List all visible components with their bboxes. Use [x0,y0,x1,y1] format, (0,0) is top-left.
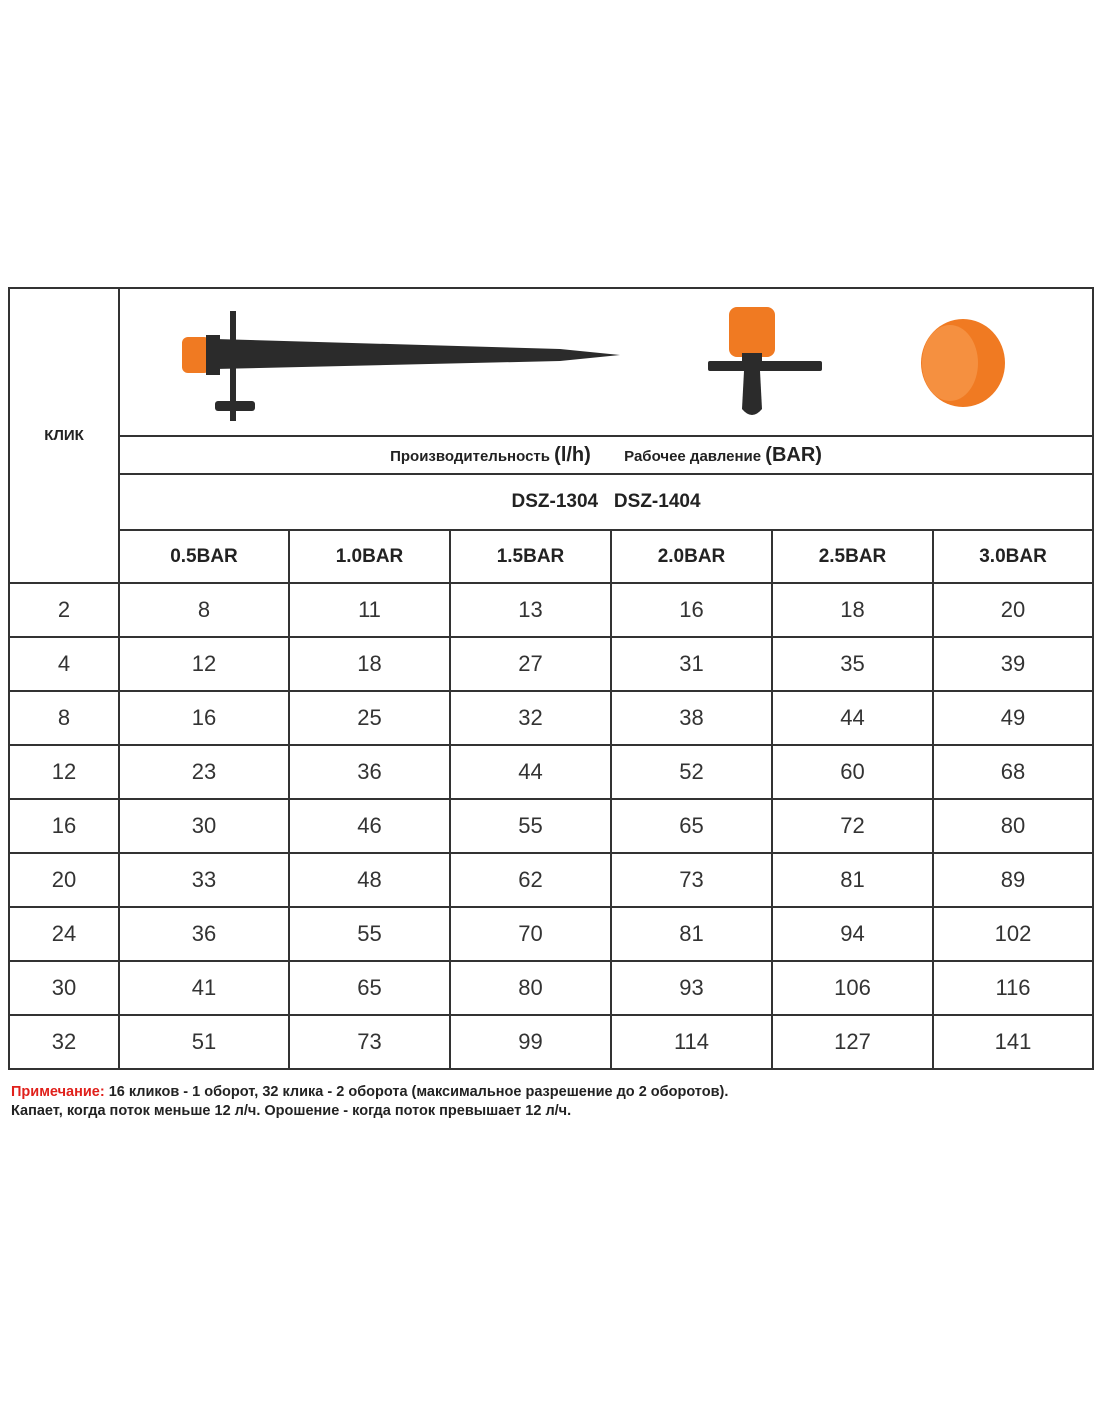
flow-value-cell: 30 [118,798,290,854]
flow-value-cell: 80 [931,798,1095,854]
pressure-column-header: 0.5BAR [118,529,290,584]
product-images [117,287,1095,437]
table-row: 8 16 25 32 38 44 49 [8,690,1095,746]
click-count-cell: 24 [8,906,120,962]
flow-value-cell: 81 [771,852,934,908]
flow-value-cell: 25 [288,690,451,746]
flow-value-cell: 51 [118,1014,290,1070]
pressure-label: Рабочее давление [624,447,762,465]
dripper-head-image [708,307,822,415]
flow-value-cell: 44 [449,744,612,800]
flow-value-cell: 106 [771,960,934,1016]
flow-value-cell: 72 [771,798,934,854]
flow-value-cell: 27 [449,636,612,692]
note-line-1: Примечание: 16 кликов - 1 оборот, 32 кли… [11,1083,728,1102]
performance-label: Производительность [390,447,550,465]
flow-value-cell: 16 [610,582,773,638]
click-count-cell: 12 [8,744,120,800]
flow-value-cell: 114 [610,1014,773,1070]
table-row: 4 12 18 27 31 35 39 [8,636,1095,692]
flow-value-cell: 55 [288,906,451,962]
table-row: 2 8 11 13 16 18 20 [8,582,1095,638]
flow-value-cell: 23 [118,744,290,800]
click-count-cell: 20 [8,852,120,908]
flow-value-cell: 94 [771,906,934,962]
flow-value-cell: 18 [288,636,451,692]
flow-value-cell: 80 [449,960,612,1016]
flow-value-cell: 35 [771,636,934,692]
flow-value-cell: 32 [449,690,612,746]
flow-value-cell: 99 [449,1014,612,1070]
click-count-cell: 30 [8,960,120,1016]
flow-value-cell: 12 [118,636,290,692]
flow-value-cell: 68 [931,744,1095,800]
flow-value-cell: 73 [610,852,773,908]
click-count-cell: 8 [8,690,120,746]
click-count-cell: 2 [8,582,120,638]
note-prefix: Примечание: [11,1084,105,1100]
flow-value-cell: 39 [931,636,1095,692]
flow-value-cell: 8 [118,582,290,638]
table-row: 12 23 36 44 52 60 68 [8,744,1095,800]
pressure-column-header: 3.0BAR [931,529,1095,584]
flow-value-cell: 89 [931,852,1095,908]
flow-value-cell: 48 [288,852,451,908]
flow-value-cell: 127 [771,1014,934,1070]
flow-value-cell: 102 [931,906,1095,962]
performance-unit: (l/h) [554,443,591,466]
flow-value-cell: 65 [288,960,451,1016]
flow-value-cell: 60 [771,744,934,800]
note-line-2: Капает, когда поток меньше 12 л/ч. Ороше… [11,1103,572,1119]
flow-value-cell: 13 [449,582,612,638]
model-text: DSZ-1304 DSZ-1404 [511,491,701,512]
dripper-cap-image [921,319,1005,407]
units-label-row: Производительность (l/h) Рабочее давлени… [117,435,1095,475]
flow-value-cell: 20 [931,582,1095,638]
flow-value-cell: 31 [610,636,773,692]
flow-value-cell: 141 [931,1014,1095,1070]
flow-value-cell: 38 [610,690,773,746]
flow-value-cell: 73 [288,1014,451,1070]
note: Примечание: 16 кликов - 1 оборот, 32 кли… [11,1083,728,1121]
flow-value-cell: 70 [449,906,612,962]
flow-value-cell: 52 [610,744,773,800]
flow-rate-table: КЛИК [8,287,1095,1070]
pressure-column-header: 1.5BAR [449,529,612,584]
flow-value-cell: 16 [118,690,290,746]
flow-value-cell: 55 [449,798,612,854]
click-count-cell: 16 [8,798,120,854]
flow-value-cell: 44 [771,690,934,746]
table-row: 32 51 73 99 114 127 141 [8,1014,1095,1070]
flow-value-cell: 18 [771,582,934,638]
table-row: 24 36 55 70 81 94 102 [8,906,1095,962]
flow-value-cell: 93 [610,960,773,1016]
flow-value-cell: 33 [118,852,290,908]
flow-value-cell: 11 [288,582,451,638]
flow-value-cell: 65 [610,798,773,854]
click-count-cell: 32 [8,1014,120,1070]
note-text-1: 16 кликов - 1 оборот, 32 клика - 2 оборо… [104,1084,729,1100]
table-row: 16 30 46 55 65 72 80 [8,798,1095,854]
flow-value-cell: 36 [118,906,290,962]
click-column-header: КЛИК [8,287,120,584]
table-row: 30 41 65 80 93 106 116 [8,960,1095,1016]
model-names: DSZ-1304 DSZ-1404 [117,473,1095,531]
pressure-column-header: 1.0BAR [288,529,451,584]
pressure-column-header: 2.5BAR [771,529,934,584]
flow-value-cell: 36 [288,744,451,800]
pressure-unit: (BAR) [765,443,822,466]
dripper-stake-image [182,307,1005,421]
flow-value-cell: 116 [931,960,1095,1016]
flow-value-cell: 62 [449,852,612,908]
pressure-column-header: 2.0BAR [610,529,773,584]
table-row: 20 33 48 62 73 81 89 [8,852,1095,908]
flow-value-cell: 46 [288,798,451,854]
click-count-cell: 4 [8,636,120,692]
flow-value-cell: 49 [931,690,1095,746]
flow-value-cell: 41 [118,960,290,1016]
flow-value-cell: 81 [610,906,773,962]
